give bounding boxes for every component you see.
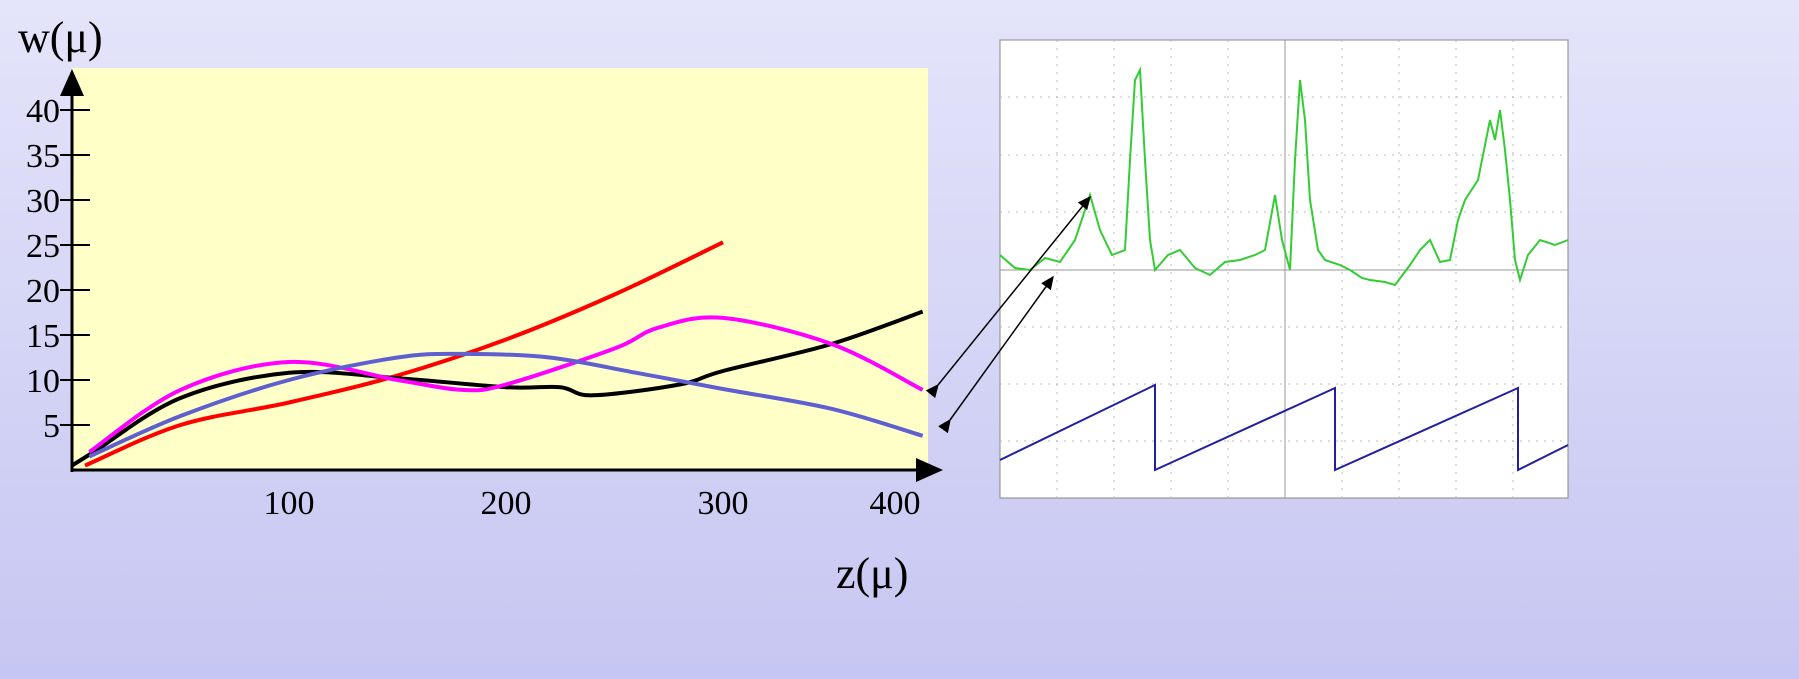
oscilloscope-image	[1000, 40, 1568, 498]
chart: w(μ) z(μ) 5 10 15 20 25 30 35 40 100 200 300 400	[0, 0, 1799, 679]
x-axis-label: z(μ)	[836, 549, 908, 598]
y-tick-label: 35	[26, 138, 60, 175]
y-tick-label: 10	[26, 363, 60, 400]
y-tick-label: 40	[26, 93, 60, 130]
y-tick-label: 20	[26, 273, 60, 310]
y-axis-label: w(μ)	[18, 13, 103, 62]
slide: w(μ) z(μ) 510152025303540100200300400 ((…	[0, 0, 1799, 679]
y-tick-label: 30	[26, 183, 60, 220]
x-tick-label: 100	[264, 485, 315, 522]
y-tick-label: 5	[43, 408, 60, 445]
x-tick-label: 200	[481, 485, 532, 522]
x-tick-label: 300	[698, 485, 749, 522]
x-tick-label: 400	[870, 485, 921, 522]
y-tick-label: 15	[26, 318, 60, 355]
y-tick-label: 25	[26, 228, 60, 265]
